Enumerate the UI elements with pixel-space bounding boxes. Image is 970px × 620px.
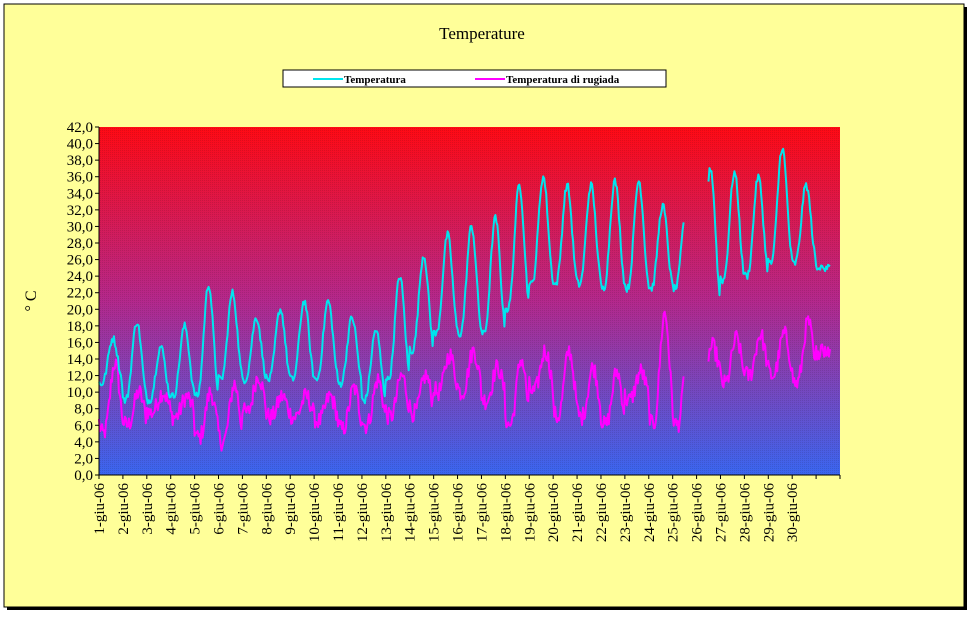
series-lines xyxy=(98,147,831,452)
x-tick-label: 3-giu-06 xyxy=(140,483,156,535)
x-tick-label: 1-giu-06 xyxy=(92,483,108,535)
y-tick-label: 38,0 xyxy=(67,153,93,169)
x-tick-label: 2-giu-06 xyxy=(116,483,132,535)
x-tick-label: 11-giu-06 xyxy=(331,483,347,542)
y-tick-label: 40,0 xyxy=(67,137,93,153)
series-line-temperatura xyxy=(707,147,831,297)
legend-label-rugiada: Temperatura di rugiada xyxy=(506,74,620,86)
y-tick-label: 12,0 xyxy=(67,369,93,385)
y-tick-label: 16,0 xyxy=(67,335,93,351)
x-tick-label: 26-giu-06 xyxy=(690,483,706,543)
x-tick-label: 13-giu-06 xyxy=(379,483,395,543)
x-tick-label: 21-giu-06 xyxy=(570,483,586,543)
y-tick-label: 2,0 xyxy=(74,451,93,467)
series-line-temperatura xyxy=(98,175,685,405)
y-tick-label: 26,0 xyxy=(67,253,93,269)
y-tick-label: 24,0 xyxy=(67,269,93,285)
y-tick-label: 22,0 xyxy=(67,286,93,302)
x-tick-label: 18-giu-06 xyxy=(498,483,514,543)
x-tick-label: 25-giu-06 xyxy=(666,483,682,543)
x-tick-label: 20-giu-06 xyxy=(546,483,562,543)
y-tick-label: 0,0 xyxy=(74,468,93,484)
x-tick-label: 15-giu-06 xyxy=(427,483,443,543)
chart-title: Temperature xyxy=(439,24,525,43)
y-tick-label: 4,0 xyxy=(74,435,93,451)
x-tick-label: 22-giu-06 xyxy=(594,483,610,543)
x-tick-label: 27-giu-06 xyxy=(713,483,729,543)
y-tick-label: 10,0 xyxy=(67,385,93,401)
x-tick-label: 30-giu-06 xyxy=(785,483,801,543)
y-axis-label: ° C xyxy=(23,290,40,311)
x-axis: 1-giu-06 2-giu-06 3-giu-06 4-giu-06 5-giu-06… xyxy=(92,475,841,543)
y-tick-label: 36,0 xyxy=(67,170,93,186)
plot-texture xyxy=(99,127,840,475)
x-tick-label: 17-giu-06 xyxy=(474,483,490,543)
x-tick-label: 29-giu-06 xyxy=(761,483,777,543)
x-tick-label: 7-giu-06 xyxy=(235,483,251,535)
y-tick-label: 34,0 xyxy=(67,186,93,202)
x-tick-label: 14-giu-06 xyxy=(403,483,419,543)
y-tick-label: 18,0 xyxy=(67,319,93,335)
y-axis: 0,02,04,06,08,010,012,014,016,018,020,02… xyxy=(67,120,99,484)
y-tick-label: 8,0 xyxy=(74,402,93,418)
legend-box xyxy=(282,69,667,88)
y-tick-label: 6,0 xyxy=(74,418,93,434)
x-tick-label: 23-giu-06 xyxy=(618,483,634,543)
x-tick-label: 9-giu-06 xyxy=(283,483,299,535)
x-tick-label: 4-giu-06 xyxy=(164,483,180,535)
legend-label-temperatura: Temperatura xyxy=(344,74,406,86)
chart-shadow-right xyxy=(964,7,967,610)
x-tick-label: 16-giu-06 xyxy=(451,483,467,543)
y-tick-label: 28,0 xyxy=(67,236,93,252)
series-line-temperatura-di-rugiada xyxy=(98,310,685,452)
y-tick-label: 30,0 xyxy=(67,219,93,235)
x-tick-label: 28-giu-06 xyxy=(737,483,753,543)
series-line-temperatura-di-rugiada xyxy=(707,315,831,389)
x-tick-label: 12-giu-06 xyxy=(355,483,371,543)
y-tick-label: 20,0 xyxy=(67,302,93,318)
chart-shadow-bottom xyxy=(7,607,967,610)
x-tick-label: 8-giu-06 xyxy=(259,483,275,535)
legend: Temperatura Temperatura di rugiada xyxy=(282,69,667,88)
x-tick-label: 6-giu-06 xyxy=(212,483,228,535)
x-tick-label: 19-giu-06 xyxy=(522,483,538,543)
x-tick-label: 10-giu-06 xyxy=(307,483,323,543)
x-tick-label: 24-giu-06 xyxy=(642,483,658,543)
y-tick-label: 42,0 xyxy=(67,120,93,136)
y-tick-label: 14,0 xyxy=(67,352,93,368)
y-tick-label: 32,0 xyxy=(67,203,93,219)
x-tick-label: 5-giu-06 xyxy=(188,483,204,535)
